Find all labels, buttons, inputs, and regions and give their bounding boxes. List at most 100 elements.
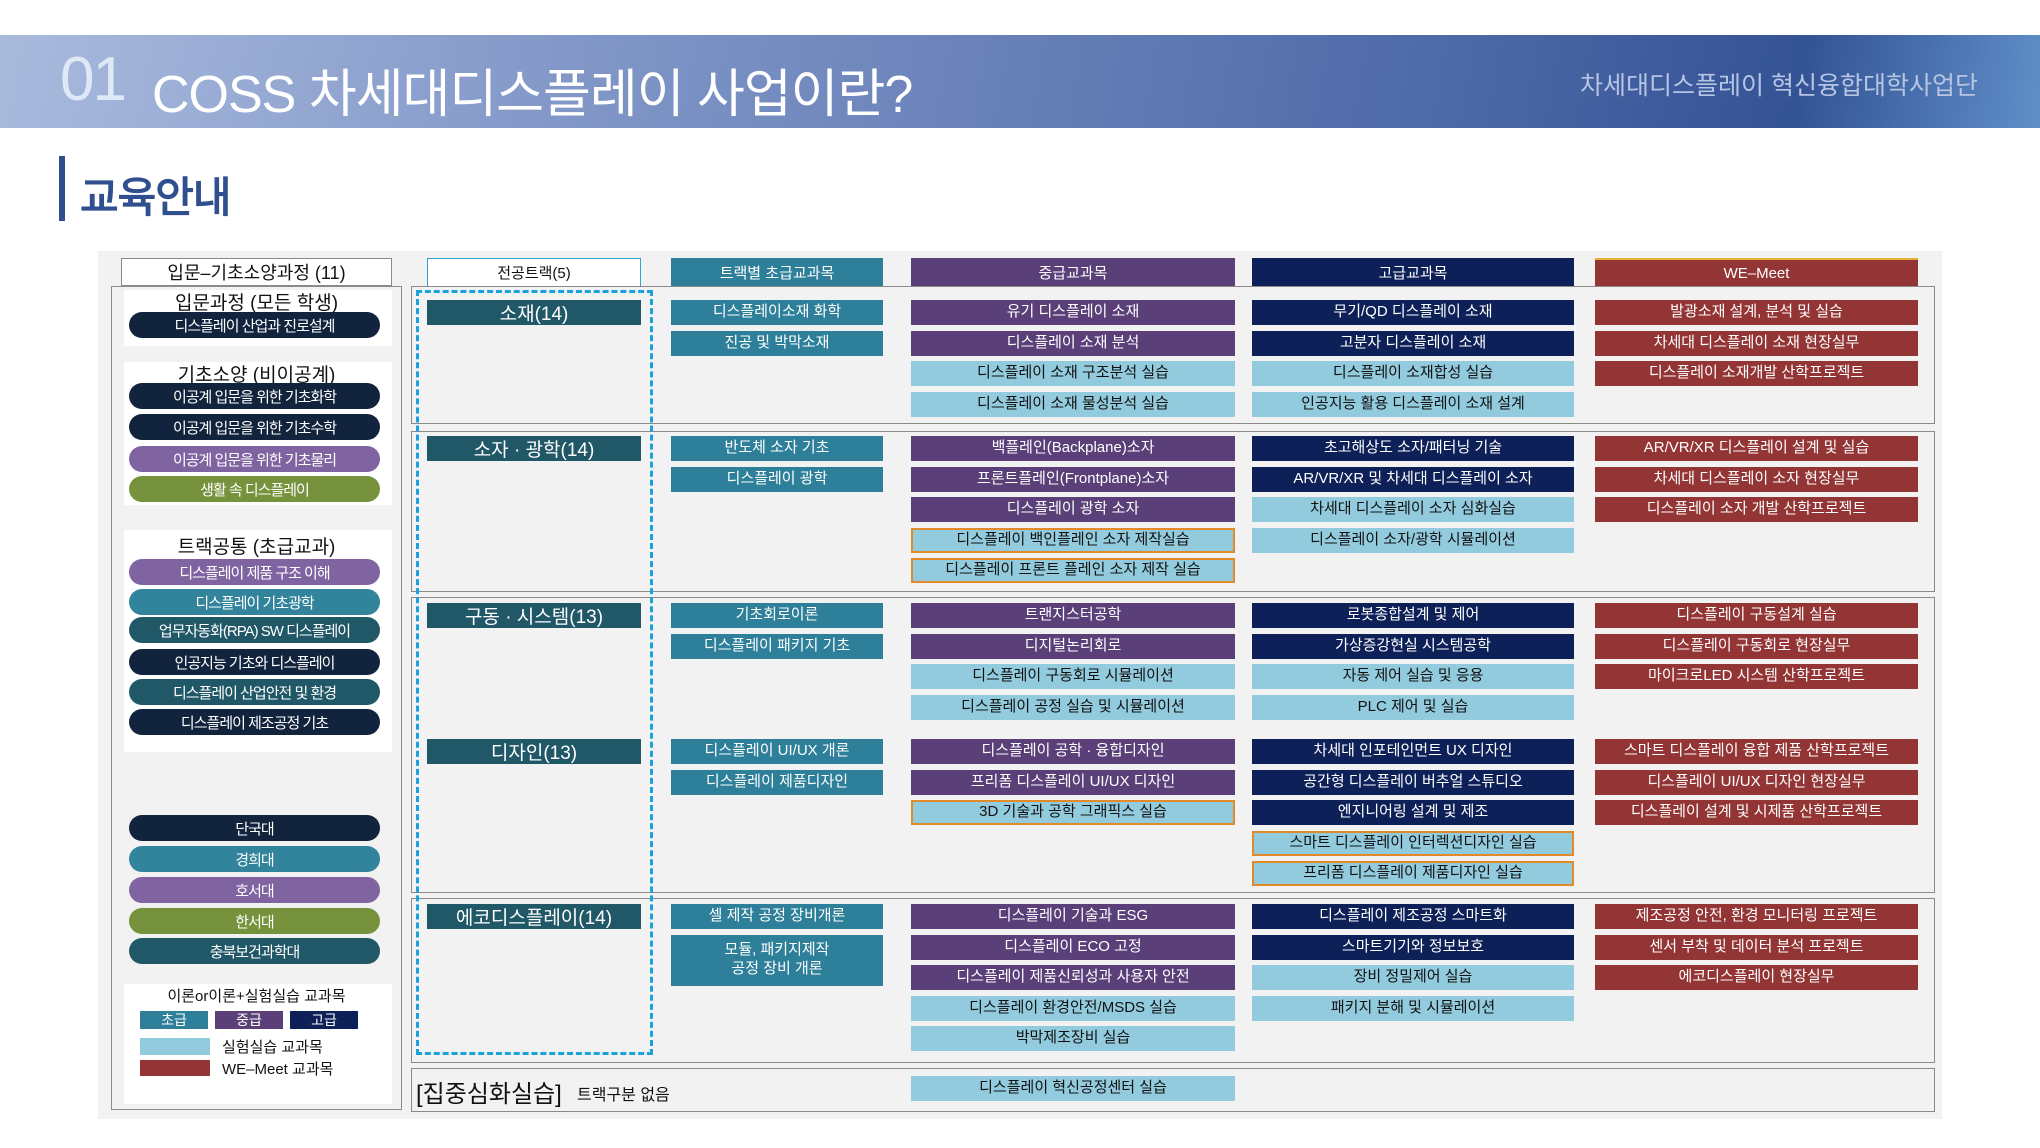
course-item: 디스플레이 광학 소자 [911, 497, 1235, 522]
column-header-advanced: 고급교과목 [1252, 258, 1574, 286]
course-item: 트랜지스터공학 [911, 603, 1235, 628]
track-dashed-outline [416, 290, 653, 1055]
course-item: 디스플레이 백인플레인 소자 제작실습 [911, 527, 1235, 553]
column-header-basic: 트랙별 초급교과목 [671, 258, 883, 286]
intensive-section [411, 1068, 1935, 1112]
course-item: 인공지능 활용 디스플레이 소재 설계 [1252, 391, 1574, 417]
track-label: 소자 · 광학(14) [427, 436, 641, 461]
course-item: 차세대 디스플레이 소자 심화실습 [1252, 497, 1574, 522]
course-item: 스마트 디스플레이 융합 제품 산학프로젝트 [1595, 739, 1918, 764]
organization-name: 차세대디스플레이 혁신융합대학사업단 [1580, 72, 1978, 100]
course-item: 에코디스플레이 현장실무 [1595, 965, 1918, 990]
section-number: 01 [60, 45, 127, 114]
course-item: 엔지니어링 설계 및 제조 [1252, 800, 1574, 825]
group-title: 입문과정 (모든 학생) [174, 293, 339, 314]
course-item: 고분자 디스플레이 소재 [1252, 330, 1574, 356]
course-item: AR/VR/XR 디스플레이 설계 및 실습 [1595, 436, 1918, 461]
course-item: 디스플레이 소재 분석 [911, 330, 1235, 356]
group-title: 트랙공통 (초급교과) [177, 537, 336, 558]
course-item: 3D 기술과 공학 그래픽스 실습 [911, 800, 1235, 825]
course-item: 디스플레이 프론트 플레인 소자 제작 실습 [911, 558, 1235, 583]
course-item: 박막제조장비 실습 [911, 1026, 1235, 1051]
course-item: 자동 제어 실습 및 응용 [1252, 664, 1574, 689]
course-item: 스마트기기와 정보보호 [1252, 934, 1574, 960]
track-label: 디자인(13) [427, 739, 641, 764]
legend-level-chip: 중급 [215, 1011, 283, 1029]
legend-level-chip: 초급 [140, 1011, 208, 1029]
legend-wemeet-label: WE–Meet 교과목 [222, 1061, 334, 1078]
track-section [411, 286, 1935, 424]
course-item: 모듈, 패키지제작 공정 장비 개론 [671, 934, 883, 986]
page-title: COSS 차세대디스플레이 사업이란? [152, 66, 913, 124]
track-label: 소재(14) [427, 300, 641, 325]
course-item: 공간형 디스플레이 버추얼 스튜디오 [1252, 769, 1574, 795]
course-item: PLC 제어 및 실습 [1252, 694, 1574, 720]
course-item: 디스플레이 제조공정 스마트화 [1252, 904, 1574, 929]
course-item: 차세대 디스플레이 소재 현장실무 [1595, 330, 1918, 356]
course-item: 디스플레이 소자 개발 산학프로젝트 [1595, 497, 1918, 522]
course-item: 디스플레이 패키지 기초 [671, 633, 883, 659]
course-item: 디스플레이 공정 실습 및 시뮬레이션 [911, 694, 1235, 720]
legend-title: 이론or이론+실험실습 교과목 [167, 988, 346, 1005]
university-badge: 호서대 [129, 877, 380, 903]
course-item: 프리폼 디스플레이 제품디자인 실습 [1252, 861, 1574, 886]
course-item: 가상증강현실 시스템공학 [1252, 633, 1574, 659]
course-item: 디스플레이 소재합성 실습 [1252, 361, 1574, 386]
course-item: 디스플레이 UI/UX 개론 [671, 739, 883, 764]
column-header-intermediate: 중급교과목 [911, 258, 1235, 286]
course-item: 발광소재 설계, 분석 및 실습 [1595, 300, 1918, 325]
course-item: 디스플레이 소자/광학 시뮬레이션 [1252, 527, 1574, 553]
course-item: 패키지 분해 및 시뮬레이션 [1252, 995, 1574, 1021]
course-pill: 디스플레이 제조공정 기초 [129, 709, 380, 735]
course-item: 디스플레이 공학 · 융합디자인 [911, 739, 1235, 764]
intensive-note: 트랙구분 없음 [577, 1087, 670, 1104]
track-section [411, 898, 1935, 1063]
course-item: 장비 정밀제어 실습 [1252, 965, 1574, 990]
course-item: 스마트 디스플레이 인터렉션디자인 실습 [1252, 830, 1574, 856]
course-item: 로봇종합설계 및 제어 [1252, 603, 1574, 628]
course-pill: 디스플레이 산업과 진로설계 [129, 312, 380, 338]
column-header-wemeet: WE–Meet [1595, 258, 1918, 286]
course-item: 백플레인(Backplane)소자 [911, 436, 1235, 461]
track-section [411, 431, 1935, 592]
course-pill: 이공계 입문을 위한 기초물리 [129, 446, 380, 472]
course-pill: 생활 속 디스플레이 [129, 476, 380, 502]
course-item: 프리폼 디스플레이 UI/UX 디자인 [911, 769, 1235, 795]
header-banner [0, 35, 2040, 128]
course-item: 디스플레이 구동회로 시뮬레이션 [911, 664, 1235, 689]
course-item: 기초회로이론 [671, 603, 883, 628]
course-item: 제조공정 안전, 환경 모니터링 프로젝트 [1595, 904, 1918, 929]
course-item: 디스플레이 UI/UX 디자인 현장실무 [1595, 769, 1918, 795]
course-item: 차세대 인포테인먼트 UX 디자인 [1252, 739, 1574, 764]
course-pill: 디스플레이 제품 구조 이해 [129, 559, 380, 585]
course-pill: 인공지능 기초와 디스플레이 [129, 649, 380, 675]
course-item: 디스플레이 소재 구조분석 실습 [911, 361, 1235, 386]
course-item: 디스플레이 구동설계 실습 [1595, 603, 1918, 628]
track-label: 구동 · 시스템(13) [427, 603, 641, 628]
legend-level-chip: 고급 [290, 1011, 358, 1029]
course-item: 디스플레이 제품디자인 [671, 769, 883, 795]
course-item: 디스플레이소재 화학 [671, 300, 883, 325]
course-item: 디지털논리회로 [911, 633, 1235, 659]
course-item: 마이크로LED 시스템 산학프로젝트 [1595, 664, 1918, 689]
course-pill: 이공계 입문을 위한 기초화학 [129, 383, 380, 409]
course-item: 디스플레이 소재개발 산학프로젝트 [1595, 361, 1918, 386]
column-header-track: 전공트랙(5) [427, 258, 641, 286]
course-item: 디스플레이 혁신공정센터 실습 [911, 1076, 1235, 1101]
course-pill: 업무자동화(RPA) SW 디스플레이 [129, 617, 380, 643]
section-accent-bar [59, 156, 65, 221]
track-section [411, 597, 1935, 893]
course-pill: 이공계 입문을 위한 기초수학 [129, 414, 380, 440]
course-item: 초고해상도 소자/패터닝 기술 [1252, 436, 1574, 461]
course-item: 센서 부착 및 데이터 분석 프로젝트 [1595, 934, 1918, 960]
course-item: 디스플레이 광학 [671, 466, 883, 492]
course-item: 프론트플레인(Frontplane)소자 [911, 466, 1235, 492]
university-badge: 단국대 [129, 815, 380, 841]
course-item: 진공 및 박막소재 [671, 330, 883, 356]
course-item: 디스플레이 기술과 ESG [911, 904, 1235, 929]
course-item: 무기/QD 디스플레이 소재 [1252, 300, 1574, 325]
course-item: 디스플레이 제품신뢰성과 사용자 안전 [911, 965, 1235, 990]
course-item: 반도체 소자 기초 [671, 436, 883, 461]
intensive-label: [집중심화실습] [416, 1081, 562, 1108]
course-item: AR/VR/XR 및 차세대 디스플레이 소자 [1252, 466, 1574, 492]
